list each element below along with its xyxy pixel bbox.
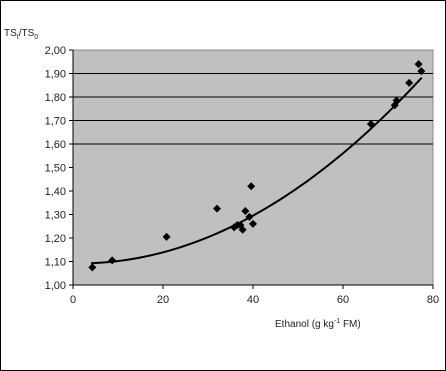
data-point — [392, 96, 401, 105]
data-point — [238, 225, 247, 234]
y-tick-label: 1,10 — [45, 257, 66, 269]
y-axis-ticks: 1,00 1,10 1,20 1,30 1,40 1,50 1,60 1,70 1,80 1,90… — [45, 45, 73, 292]
y-tick-label: 1,40 — [45, 186, 66, 198]
x-tick-label: 40 — [247, 294, 259, 306]
y-tick-label: 1,70 — [45, 116, 66, 128]
y-tick-label: 1,30 — [45, 210, 66, 222]
y-axis-title: TSt/TS0 — [4, 28, 38, 41]
trendline — [90, 76, 423, 265]
x-axis-title: Ethanol (g kg-1 FM) — [275, 318, 361, 330]
y-tick-label: 1,80 — [45, 92, 66, 104]
plot-area — [72, 49, 434, 286]
gridlines — [73, 73, 433, 145]
data-point — [405, 78, 414, 87]
data-point — [108, 256, 117, 265]
data-point — [245, 212, 254, 221]
y-tick-label: 1,90 — [45, 69, 66, 81]
data-point — [414, 60, 423, 69]
data-point — [88, 263, 97, 272]
y-tick-label: 1,50 — [45, 163, 66, 175]
data-point — [241, 206, 250, 215]
x-tick-label: 0 — [70, 294, 76, 306]
y-tick-label: 1,20 — [45, 233, 66, 245]
y-tick-label: 2,00 — [45, 45, 66, 57]
data-point — [213, 204, 221, 213]
data-point — [162, 232, 171, 241]
x-axis-ticks: 0 20 40 60 80 — [70, 285, 439, 306]
x-tick-label: 80 — [427, 294, 439, 306]
data-points — [88, 60, 426, 272]
data-point — [249, 219, 257, 228]
data-point — [247, 182, 256, 191]
data-point — [417, 67, 426, 76]
y-tick-label: 1,60 — [45, 139, 66, 151]
y-tick-label: 1,00 — [45, 280, 66, 292]
x-tick-label: 60 — [337, 294, 349, 306]
data-point — [366, 120, 375, 129]
x-tick-label: 20 — [157, 294, 169, 306]
